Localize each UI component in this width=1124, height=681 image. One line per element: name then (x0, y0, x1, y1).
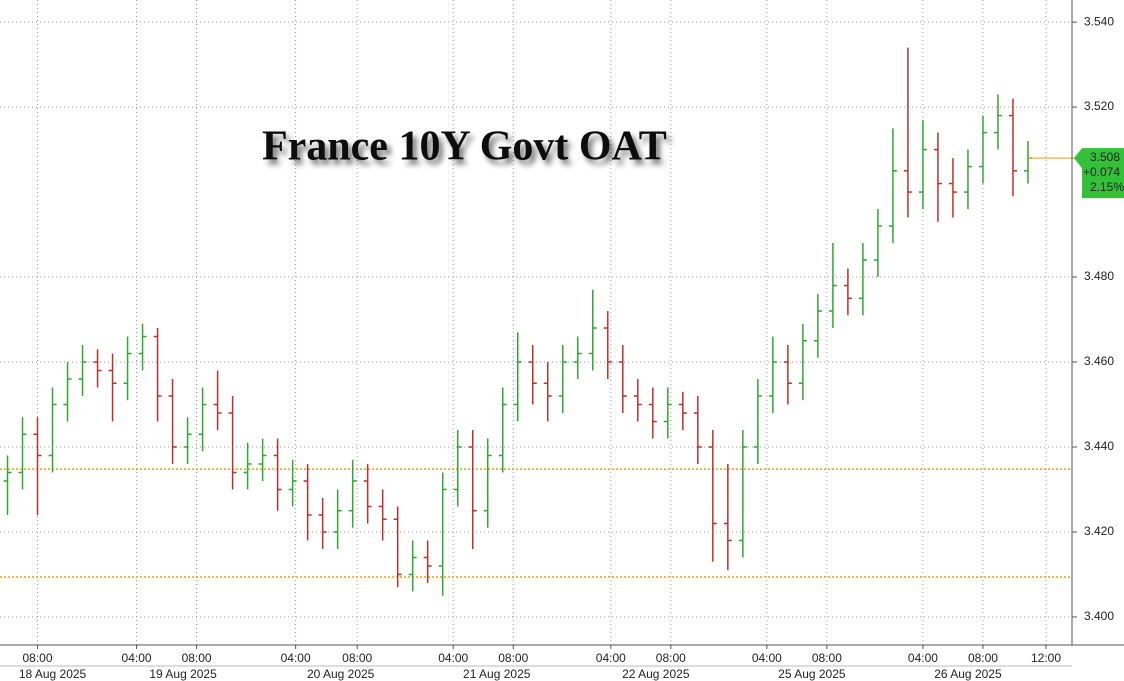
date-label: 19 Aug 2025 (149, 667, 217, 681)
last-price-box (1074, 148, 1124, 199)
grid (0, 0, 1072, 645)
last-price: 3.508 (1090, 150, 1120, 164)
y-tick-label: 3.540 (1084, 14, 1114, 28)
date-label: 22 Aug 2025 (622, 667, 690, 681)
x-tick-label: 08:00 (968, 651, 998, 665)
x-tick-label: 04:00 (122, 651, 152, 665)
plot (3, 47, 1078, 596)
y-tick-label: 3.420 (1084, 524, 1114, 538)
last-change: +0.074 (1083, 165, 1120, 179)
x-tick-label: 08:00 (23, 651, 53, 665)
x-tick-label: 04:00 (752, 651, 782, 665)
chart-title: France 10Y Govt OAT (262, 124, 667, 170)
x-tick-label: 12:00 (1031, 651, 1061, 665)
x-tick-label: 04:00 (596, 651, 626, 665)
x-tick-label: 08:00 (656, 651, 686, 665)
y-tick-label: 3.400 (1084, 609, 1114, 623)
y-tick-label: 3.480 (1084, 269, 1114, 283)
x-tick-label: 04:00 (908, 651, 938, 665)
x-tick-label: 08:00 (498, 651, 528, 665)
date-label: 20 Aug 2025 (307, 667, 375, 681)
date-label: 25 Aug 2025 (778, 667, 846, 681)
date-label: 18 Aug 2025 (19, 667, 87, 681)
date-label: 26 Aug 2025 (934, 667, 1002, 681)
axes: 3.400 3.420 3.440 3.460 3.480 3.520 3.540 08:00… (19, 14, 1124, 681)
x-tick-label: 04:00 (281, 651, 311, 665)
last-change-pct: 2.15% (1090, 180, 1124, 194)
x-tick-label: 08:00 (182, 651, 212, 665)
x-tick-label: 08:00 (812, 651, 842, 665)
x-tick-label: 08:00 (342, 651, 372, 665)
x-tick-label: 04:00 (438, 651, 468, 665)
date-label: 21 Aug 2025 (463, 667, 531, 681)
y-tick-label: 3.520 (1084, 99, 1114, 113)
y-tick-label: 3.440 (1084, 439, 1114, 453)
y-tick-label: 3.460 (1084, 354, 1114, 368)
